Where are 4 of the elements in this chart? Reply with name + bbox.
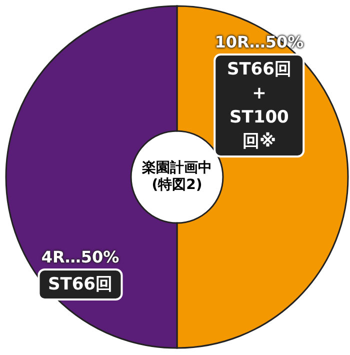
slice-label: 4R…50% (40, 247, 120, 266)
text: ST66回 (38, 268, 123, 300)
text: ST66回+ ST100回※ (214, 53, 305, 158)
text: 楽園計画中 (特図2) (141, 160, 213, 194)
